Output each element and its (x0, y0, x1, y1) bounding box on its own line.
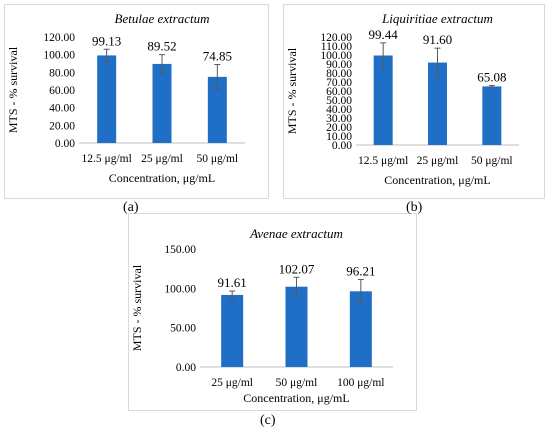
chart-b-x-axis-title: Concentration, μg/mL (384, 173, 490, 187)
chart-a-ytick-label: 0.00 (55, 138, 75, 150)
chart-c-ytick-label: 0.00 (176, 362, 196, 374)
chart-a-ytick-label: 100.00 (43, 50, 75, 62)
chart-a-ytick-label: 120.00 (43, 32, 75, 44)
chart-b-ytick-label: 80.00 (326, 68, 352, 80)
chart-b-ytick-label: 100.00 (320, 50, 352, 62)
chart-a-y-axis-title: MTS - % survival (6, 46, 20, 133)
chart-c-data-label: 96.21 (346, 264, 375, 279)
chart-c-bar (349, 291, 372, 367)
chart-c-category-label: 25 μg/ml (211, 377, 253, 389)
chart-b-bar (482, 86, 502, 145)
chart-b-data-label: 91.60 (423, 32, 452, 47)
chart-b-y-axis-title: MTS - % survival (285, 47, 299, 134)
chart-a-category-label: 25 μg/ml (141, 153, 183, 165)
chart-c-bar (285, 286, 308, 367)
chart-a-title: Betulae extractum (115, 11, 210, 26)
chart-b-ytick-label: 40.00 (326, 104, 352, 116)
chart-b-ytick-label: 50.00 (326, 95, 352, 107)
chart-a-ytick-label: 60.00 (49, 85, 75, 97)
chart-c-y-axis-title: MTS - % survival (130, 264, 144, 351)
chart-b-ytick-label: 0.00 (332, 140, 352, 152)
chart-b-data-label: 99.44 (369, 27, 399, 42)
chart-a-category-label: 12.5 μg/ml (82, 153, 132, 165)
panel-label-a: (a) (123, 200, 139, 215)
chart-a-ytick-label: 80.00 (49, 67, 75, 79)
chart-c-ytick-label: 50.00 (170, 323, 196, 335)
chart-c-svg: Avenae extractum 0.00 50.00 100.00 150.00 91.… (130, 226, 393, 405)
chart-panel-a: Betulae extractum 0.00 20.00 40.00 60.00 80.0… (4, 4, 269, 199)
chart-c-ytick-label: 150.00 (164, 244, 196, 256)
chart-b-ytick-label: 60.00 (326, 86, 352, 98)
chart-b-category-label: 12.5 μg/ml (358, 155, 408, 167)
chart-b-svg: Liquiritiae extractum 0.0010.0020.0030.00… (285, 11, 519, 187)
chart-b-ytick-label: 30.00 (326, 113, 352, 125)
panel-label-b: (b) (406, 200, 423, 215)
chart-panel-c: Avenae extractum 0.00 50.00 100.00 150.00 91.… (128, 213, 417, 411)
chart-c-data-label: 91.61 (218, 275, 247, 290)
chart-b-category-label: 50 μg/ml (471, 155, 513, 167)
chart-c-bar (221, 294, 244, 367)
panel-label-c: (c) (260, 413, 276, 428)
chart-a-data-label: 89.52 (147, 39, 176, 54)
chart-a-bar (97, 55, 117, 143)
chart-b-category-label: 25 μg/ml (417, 155, 459, 167)
chart-a-ytick-label: 40.00 (49, 103, 75, 115)
chart-b-ytick-label: 20.00 (326, 122, 352, 134)
chart-a-ytick-label: 20.00 (49, 120, 75, 132)
chart-a-bar (207, 76, 227, 143)
chart-b-ytick-label: 10.00 (326, 131, 352, 143)
chart-b-ytick-label: 120.00 (320, 32, 352, 44)
chart-c-category-label: 50 μg/ml (276, 377, 318, 389)
chart-c-title: Avenae extractum (249, 226, 343, 241)
chart-c-category-label: 100 μg/ml (337, 377, 384, 389)
chart-c-data-label: 102.07 (279, 261, 315, 276)
chart-b-ytick-label: 90.00 (326, 59, 352, 71)
chart-a-x-axis-title: Concentration, μg/mL (109, 171, 215, 185)
chart-b-title: Liquiritiae extractum (381, 11, 493, 26)
chart-b-data-label: 65.08 (477, 70, 506, 85)
chart-a-data-label: 74.85 (203, 49, 232, 64)
chart-c-x-axis-title: Concentration, μg/mL (243, 391, 349, 405)
chart-a-svg: Betulae extractum 0.00 20.00 40.00 60.00 80.0… (6, 11, 245, 185)
chart-b-bar (428, 62, 447, 146)
chart-a-bar (152, 63, 172, 144)
chart-c-ytick-label: 100.00 (164, 283, 196, 295)
chart-panel-b: Liquiritiae extractum 0.00 10.00 20.00 30.00… (283, 4, 545, 199)
chart-a-data-label: 99.13 (92, 33, 121, 48)
chart-b-ytick-label: 70.00 (326, 77, 352, 89)
chart-a-category-label: 50 μg/ml (197, 153, 239, 165)
chart-b-bar (373, 55, 393, 146)
chart-b-ytick-label: 110.00 (321, 41, 352, 53)
